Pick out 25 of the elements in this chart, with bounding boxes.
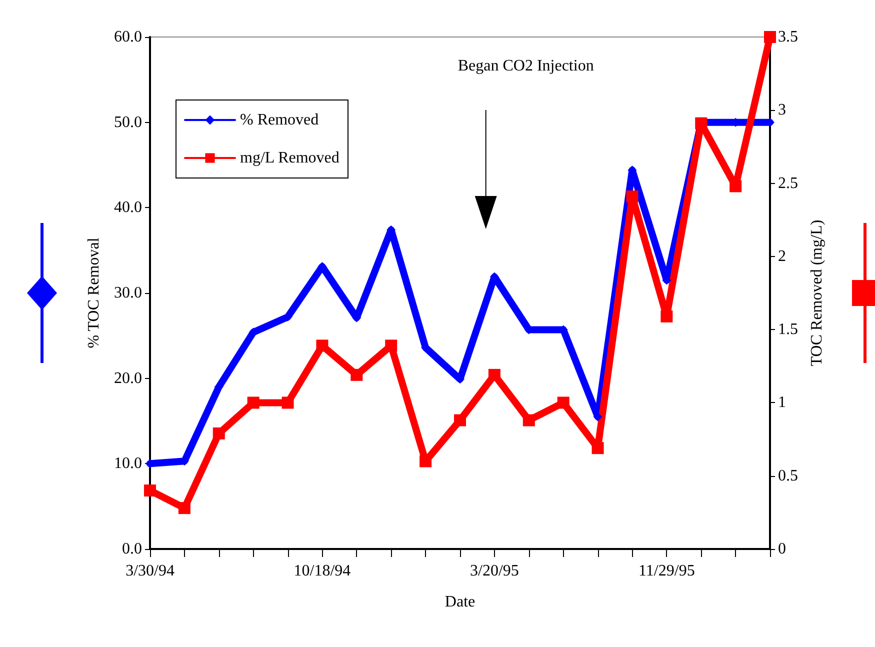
y2-tick-label: 0 xyxy=(778,540,786,558)
y-tick-label: 50.0 xyxy=(114,114,142,131)
x-tick-label: 10/18/94 xyxy=(294,562,351,580)
y-tick-label: 20.0 xyxy=(114,370,142,387)
x-tick-label: 3/30/94 xyxy=(126,562,174,580)
y2-tick-label: 3.5 xyxy=(778,28,798,46)
y-tick-label: 10.0 xyxy=(114,455,142,472)
legend-label: mg/L Removed xyxy=(240,150,340,166)
y2-tick-label: 2 xyxy=(778,248,786,265)
y-tick-label: 0.0 xyxy=(122,540,142,558)
x-tick-label: 11/29/95 xyxy=(638,562,695,580)
y2-tick-label: 1 xyxy=(778,394,786,412)
y2-tick-label: 2.5 xyxy=(778,174,798,192)
legend-label: % Removed xyxy=(240,112,319,128)
x-tick-label: 3/20/95 xyxy=(470,562,519,580)
x-axis-title: Date xyxy=(444,594,476,610)
y2-tick-label: 3 xyxy=(778,102,786,119)
y2-axis-title: TOC Removed (mg/L) xyxy=(808,220,826,366)
y2-tick-label: 0.5 xyxy=(778,467,798,484)
y-tick-label: 40.0 xyxy=(114,199,142,216)
y2-tick-label: 1.5 xyxy=(778,321,798,338)
y-axis-title: % TOC Removal xyxy=(86,237,102,348)
y-tick-label: 60.0 xyxy=(114,28,142,46)
annotation: Began CO2 Injection xyxy=(458,58,594,74)
y-tick-label: 30.0 xyxy=(114,284,142,302)
